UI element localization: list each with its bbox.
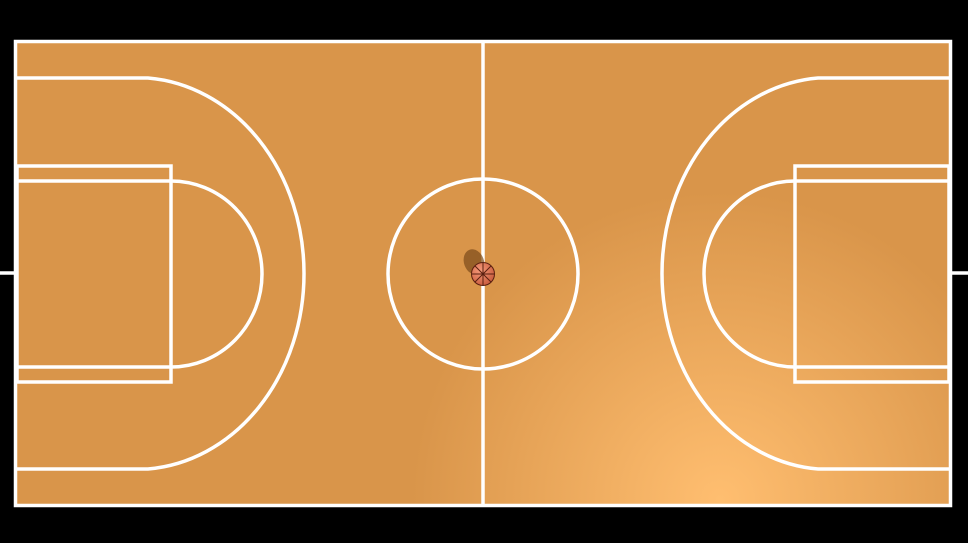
basketball-icon[interactable] xyxy=(471,262,495,286)
right-free-throw-lane-outer xyxy=(793,164,951,384)
right-three-point-line xyxy=(660,76,949,471)
left-three-point-line xyxy=(17,76,306,471)
center-circle xyxy=(386,177,580,371)
left-free-throw-arc xyxy=(170,179,264,369)
left-free-throw-lane-outer xyxy=(15,164,173,384)
right-half-markings xyxy=(660,76,951,471)
right-free-throw-arc xyxy=(702,179,796,369)
left-half-markings xyxy=(15,76,306,471)
